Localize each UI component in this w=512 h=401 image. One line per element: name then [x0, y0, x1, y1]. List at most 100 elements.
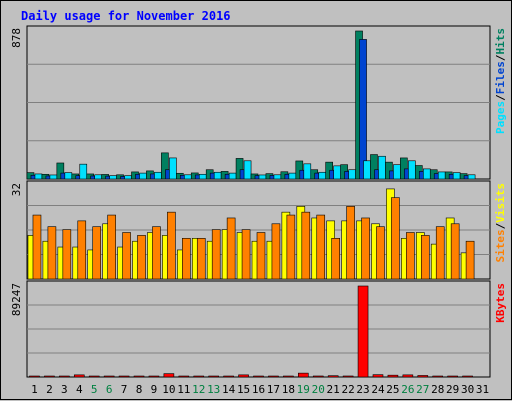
- x-tick-label: 19: [297, 383, 310, 396]
- bar-pages-day-22: [348, 169, 356, 180]
- x-tick-label: 10: [162, 383, 175, 396]
- bar-pages-day-17: [273, 174, 282, 180]
- x-tick-label: 23: [356, 383, 369, 396]
- bar-kbytes-day-23: [357, 285, 369, 378]
- bar-kbytes-day-6: [103, 375, 115, 378]
- bar-sites-day-25: [391, 197, 400, 280]
- legend: KBytes: [494, 283, 507, 323]
- legend-entry: Files: [494, 61, 507, 94]
- bar-sites-day-13: [211, 229, 221, 280]
- bar-sites-day-30: [465, 240, 475, 280]
- bar-pages-day-1: [34, 173, 43, 180]
- bar-pages-day-8: [139, 172, 147, 180]
- legend-entry: /: [494, 94, 507, 101]
- x-tick-label: 22: [341, 383, 354, 396]
- bar-kbytes-day-30: [462, 375, 473, 378]
- bar-sites-day-16: [256, 232, 266, 280]
- bar-pages-day-11: [184, 174, 192, 180]
- bar-kbytes-day-8: [133, 375, 145, 378]
- legend-entry: Hits: [494, 28, 507, 55]
- bar-kbytes-day-24: [372, 374, 384, 378]
- x-tick-label: 14: [222, 383, 236, 396]
- y-max-label: 878: [10, 28, 23, 48]
- bar-kbytes-day-26: [402, 374, 414, 378]
- x-tick-label: 12: [192, 383, 205, 396]
- bar-files-day-23: [359, 39, 367, 180]
- x-tick-label: 6: [106, 383, 113, 396]
- bar-sites-day-9: [152, 226, 161, 280]
- bar-sites-day-1: [32, 214, 42, 280]
- x-tick-label: 3: [61, 383, 68, 396]
- x-tick-label: 26: [401, 383, 414, 396]
- legend: Sites/Visits: [494, 183, 507, 263]
- bar-kbytes-day-28: [432, 375, 444, 378]
- x-tick-label: 5: [91, 383, 98, 396]
- bar-kbytes-day-15: [238, 374, 249, 378]
- bar-sites-day-12: [196, 238, 206, 280]
- legend-entry: Visits: [494, 183, 507, 223]
- bar-hits-day-3: [56, 162, 65, 180]
- bar-pages-day-9: [154, 171, 162, 180]
- bar-pages-day-12: [198, 173, 207, 180]
- bar-sites-day-19: [301, 211, 311, 280]
- y-max-label: 32: [10, 183, 23, 196]
- x-tick-label: 15: [237, 383, 250, 396]
- y-max-label: 89247: [10, 283, 23, 316]
- bar-sites-day-26: [406, 232, 415, 280]
- bar-kbytes-day-13: [208, 375, 219, 378]
- bar-pages-day-19: [303, 163, 312, 180]
- bar-kbytes-day-22: [342, 375, 354, 378]
- x-tick-label: 7: [121, 383, 128, 396]
- bar-pages-day-26: [408, 160, 416, 180]
- bar-pages-day-3: [64, 172, 73, 180]
- bar-sites-day-6: [107, 214, 116, 280]
- bar-kbytes-day-17: [268, 375, 279, 378]
- x-tick-label: 16: [252, 383, 265, 396]
- x-tick-label: 30: [461, 383, 474, 396]
- bar-kbytes-day-5: [88, 375, 100, 378]
- x-tick-label: 13: [207, 383, 220, 396]
- legend: Pages/Files/Hits: [494, 28, 507, 134]
- legend-entry: KBytes: [494, 283, 507, 323]
- bar-hits-day-15: [235, 158, 244, 180]
- bar-kbytes-day-2: [44, 375, 55, 378]
- bar-sites-day-5: [92, 226, 102, 280]
- bar-pages-day-18: [288, 172, 297, 180]
- bar-kbytes-day-4: [73, 374, 85, 378]
- bar-pages-day-25: [393, 164, 401, 180]
- x-tick-label: 20: [312, 383, 325, 396]
- bar-kbytes-day-21: [327, 375, 339, 378]
- bar-sites-day-21: [331, 238, 340, 280]
- x-tick-label: 25: [386, 383, 399, 396]
- bar-pages-day-30: [467, 174, 476, 180]
- bar-kbytes-day-12: [193, 375, 205, 378]
- bar-sites-day-20: [316, 214, 326, 280]
- legend-entry: Sites: [494, 229, 507, 262]
- bar-pages-day-2: [49, 174, 58, 180]
- bar-kbytes-day-18: [283, 375, 294, 378]
- bar-hits-day-26: [400, 157, 408, 180]
- bar-sites-day-8: [137, 235, 146, 280]
- x-tick-label: 18: [282, 383, 295, 396]
- legend-entry: Pages: [494, 101, 507, 134]
- x-tick-label: 4: [76, 383, 83, 396]
- bar-pages-day-5: [94, 174, 103, 180]
- x-tick-label: 28: [431, 383, 444, 396]
- bar-pages-day-15: [243, 160, 252, 180]
- x-tick-label: 21: [327, 383, 340, 396]
- x-tick-label: 27: [416, 383, 429, 396]
- bar-pages-day-7: [124, 175, 132, 180]
- legend-entry: /: [494, 54, 507, 61]
- bar-sites-day-17: [271, 223, 281, 280]
- bar-kbytes-day-1: [29, 375, 40, 378]
- bar-sites-day-15: [241, 229, 251, 280]
- bar-sites-day-24: [376, 226, 385, 280]
- bar-sites-day-28: [435, 226, 445, 280]
- bar-pages-day-16: [258, 174, 267, 180]
- bar-pages-day-6: [109, 175, 117, 180]
- kbytes-panel: 89247 KBytes: [10, 280, 507, 378]
- bar-pages-day-27: [422, 168, 431, 180]
- bar-pages-day-23: [363, 160, 371, 180]
